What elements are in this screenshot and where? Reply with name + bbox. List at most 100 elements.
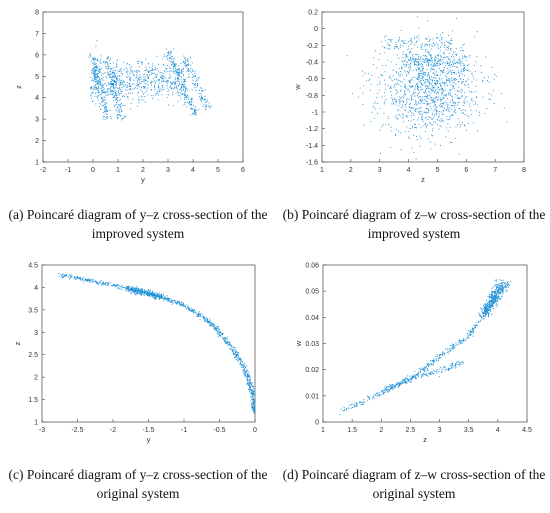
scatter-point bbox=[99, 80, 102, 82]
scatter-point bbox=[88, 278, 90, 280]
scatter-point bbox=[218, 331, 221, 334]
scatter-point bbox=[92, 281, 95, 283]
scatter-point bbox=[104, 102, 106, 104]
scatter-point bbox=[177, 95, 179, 97]
scatter-point bbox=[422, 125, 424, 127]
scatter-point bbox=[414, 87, 416, 89]
scatter-point bbox=[495, 75, 497, 78]
scatter-point bbox=[450, 93, 452, 95]
scatter-point bbox=[253, 393, 255, 395]
scatter-point bbox=[462, 55, 464, 57]
scatter-point bbox=[204, 107, 206, 109]
scatter-point bbox=[435, 77, 437, 79]
scatter-points bbox=[346, 16, 508, 160]
scatter-point bbox=[484, 306, 486, 308]
scatter-point bbox=[123, 85, 125, 87]
scatter-point bbox=[116, 72, 118, 74]
scatter-point bbox=[434, 143, 436, 145]
scatter-point bbox=[426, 39, 428, 41]
scatter-point bbox=[191, 101, 193, 103]
scatter-point bbox=[443, 97, 445, 99]
scatter-point bbox=[162, 86, 164, 88]
scatter-point bbox=[116, 78, 118, 80]
scatter-point bbox=[363, 124, 365, 126]
scatter-point bbox=[142, 294, 144, 296]
scatter-point bbox=[133, 288, 135, 290]
scatter-point bbox=[445, 75, 447, 77]
scatter-point bbox=[401, 104, 403, 106]
scatter-point bbox=[109, 109, 111, 111]
scatter-point bbox=[467, 78, 469, 80]
scatter-point bbox=[448, 119, 450, 121]
scatter-point bbox=[418, 96, 420, 98]
scatter-point bbox=[494, 295, 496, 297]
scatter-point bbox=[191, 107, 193, 109]
scatter-point bbox=[179, 304, 181, 306]
scatter-point bbox=[177, 73, 179, 75]
scatter-point bbox=[430, 79, 432, 81]
scatter-point bbox=[172, 67, 174, 69]
scatter-point bbox=[118, 284, 120, 286]
scatter-point bbox=[466, 96, 468, 98]
scatter-point bbox=[112, 86, 115, 88]
scatter-point bbox=[449, 64, 451, 66]
scatter-point bbox=[446, 56, 448, 58]
scatter-point bbox=[454, 94, 456, 96]
scatter-point bbox=[225, 337, 227, 340]
scatter-point bbox=[136, 74, 138, 76]
y-tick-label: 1.5 bbox=[28, 397, 38, 404]
scatter-point bbox=[184, 78, 186, 80]
scatter-point bbox=[189, 70, 191, 72]
scatter-point bbox=[119, 106, 121, 108]
scatter-point bbox=[411, 112, 413, 114]
scatter-point bbox=[437, 86, 440, 88]
scatter-point bbox=[148, 66, 150, 68]
scatter-point bbox=[192, 112, 194, 114]
scatter-point bbox=[191, 89, 193, 91]
scatter-point bbox=[465, 57, 467, 59]
scatter-point bbox=[108, 74, 110, 76]
scatter-point bbox=[502, 292, 504, 294]
scatter-point bbox=[381, 65, 384, 67]
scatter-point bbox=[147, 77, 149, 79]
scatter-point bbox=[411, 60, 413, 62]
scatter-point bbox=[432, 99, 434, 101]
scatter-point bbox=[186, 70, 188, 72]
scatter-point bbox=[353, 406, 355, 408]
scatter-point bbox=[455, 137, 457, 140]
scatter-point bbox=[175, 92, 177, 94]
scatter-point bbox=[398, 130, 400, 132]
scatter-point bbox=[421, 111, 424, 113]
scatter-point bbox=[373, 117, 375, 120]
scatter-point bbox=[185, 64, 187, 67]
scatter-point bbox=[459, 60, 461, 63]
scatter-point bbox=[177, 92, 179, 94]
scatter-point bbox=[138, 60, 140, 62]
scatter-point bbox=[408, 380, 410, 382]
scatter-point bbox=[101, 93, 103, 95]
scatter-point bbox=[459, 365, 461, 367]
scatter-point bbox=[160, 296, 163, 298]
scatter-point bbox=[215, 329, 217, 331]
scatter-point bbox=[431, 67, 433, 69]
scatter-point bbox=[367, 73, 369, 75]
scatter-point bbox=[425, 127, 427, 129]
scatter-point bbox=[166, 52, 168, 54]
scatter-point bbox=[497, 296, 499, 298]
scatter-point bbox=[100, 58, 102, 60]
scatter-point bbox=[496, 289, 498, 291]
scatter-point bbox=[419, 64, 422, 66]
scatter-point bbox=[459, 75, 461, 77]
scatter-point bbox=[376, 103, 378, 105]
y-tick-label: 7 bbox=[35, 31, 39, 38]
scatter-point bbox=[453, 111, 455, 113]
scatter-point bbox=[422, 96, 424, 98]
scatter-point bbox=[155, 296, 157, 298]
scatter-point bbox=[451, 99, 454, 101]
scatter-point bbox=[398, 38, 400, 41]
scatter-point bbox=[178, 71, 180, 73]
scatter-point bbox=[113, 81, 115, 83]
scatter-point bbox=[442, 367, 444, 369]
scatter-point bbox=[497, 286, 499, 288]
scatter-point bbox=[456, 79, 458, 81]
